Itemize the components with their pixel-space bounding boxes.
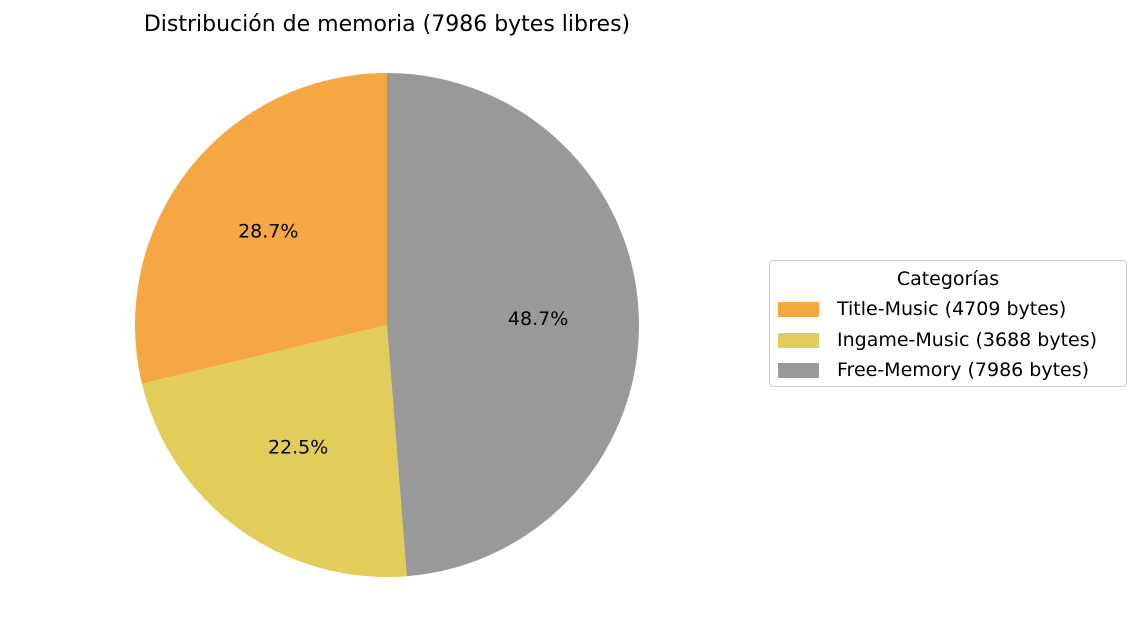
legend-label: Title-Music (4709 bytes) <box>837 298 1067 320</box>
legend: Categorías Title-Music (4709 bytes) Inga… <box>769 260 1127 387</box>
legend-title: Categorías <box>896 268 1000 290</box>
slice-percent-label: 48.7% <box>508 308 568 330</box>
slice-percent-label: 28.7% <box>238 220 298 242</box>
pie-slice-title-music <box>134 73 387 384</box>
pie-slice-free-memory <box>387 73 640 577</box>
legend-swatch <box>778 301 819 317</box>
pie-slice-ingame-music <box>141 325 407 578</box>
legend-swatch <box>778 332 819 348</box>
chart-title: Distribución de memoria (7986 bytes libr… <box>143 12 631 37</box>
pie-chart: 28.7% 22.5% 48.7% <box>134 73 640 578</box>
legend-label: Free-Memory (7986 bytes) <box>837 359 1090 381</box>
legend-entry-free-memory: Free-Memory (7986 bytes) <box>778 358 1089 382</box>
legend-swatch <box>778 362 819 378</box>
slice-percent-label: 22.5% <box>268 436 328 458</box>
legend-entry-title-music: Title-Music (4709 bytes) <box>778 297 1066 321</box>
legend-entry-ingame-music: Ingame-Music (3688 bytes) <box>778 328 1097 352</box>
legend-label: Ingame-Music (3688 bytes) <box>837 329 1098 351</box>
